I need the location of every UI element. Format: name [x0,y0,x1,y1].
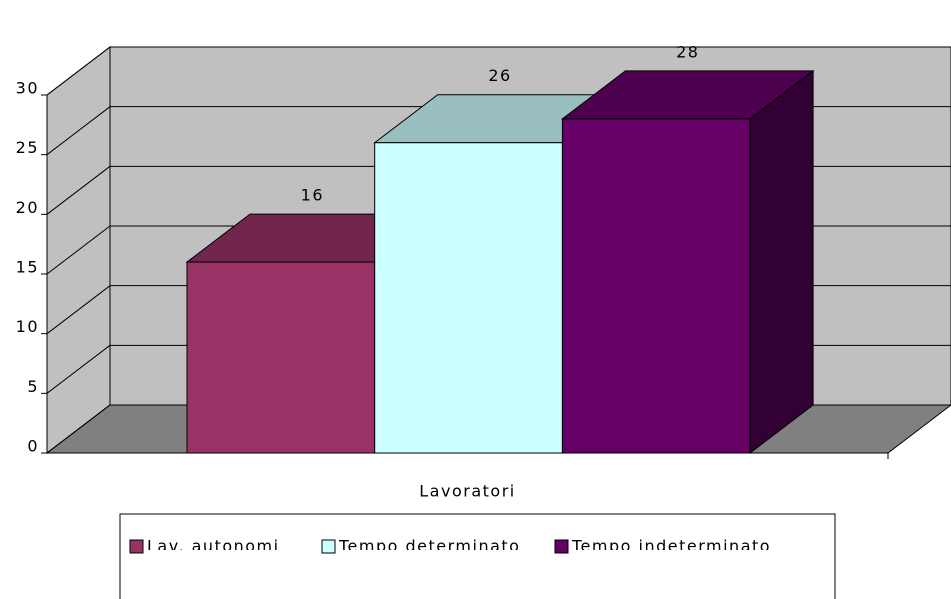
grid-line [46,165,111,215]
legend-label: Tempo indeterminato [571,537,771,556]
y-tick-label: 5 [27,377,39,396]
y-tick-label: 15 [16,258,39,277]
grid-line [46,225,111,275]
legend-marker [554,539,569,554]
y-tick-label: 25 [16,138,39,157]
y-tick-label: 0 [27,437,39,456]
y-tick-label: 30 [16,79,39,98]
data-label: 26 [488,66,511,85]
bar [561,118,751,454]
bar-side [749,69,814,455]
x-tick-label: Lavoratori [419,482,515,501]
legend [119,513,836,599]
grid-line [46,404,111,454]
data-label: 28 [676,42,699,61]
grid-line [46,285,111,335]
legend-label: Lav. autonomi [147,537,280,556]
bar [374,142,563,454]
y-tick-label: 20 [16,198,39,217]
bar [186,261,376,454]
grid-line [46,106,111,156]
legend-marker [129,539,144,554]
y-tick-label: 10 [16,317,39,336]
grid-line [46,344,111,394]
legend-marker [321,539,336,554]
legend-label: Tempo determinato [338,537,520,556]
grid-line [46,46,111,96]
data-label: 16 [301,186,324,205]
